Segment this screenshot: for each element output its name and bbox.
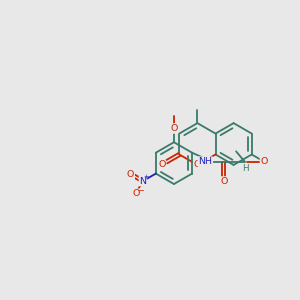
Text: O: O	[158, 160, 165, 169]
Text: NH: NH	[198, 157, 212, 166]
Text: O: O	[260, 157, 268, 166]
Text: +: +	[144, 175, 149, 181]
Text: O: O	[220, 177, 227, 186]
Text: N: N	[140, 177, 146, 186]
Text: −: −	[137, 186, 144, 195]
Text: O: O	[132, 189, 140, 198]
Text: O: O	[127, 170, 134, 179]
Text: O: O	[194, 160, 201, 169]
Text: O: O	[170, 124, 178, 133]
Text: H: H	[242, 164, 249, 173]
